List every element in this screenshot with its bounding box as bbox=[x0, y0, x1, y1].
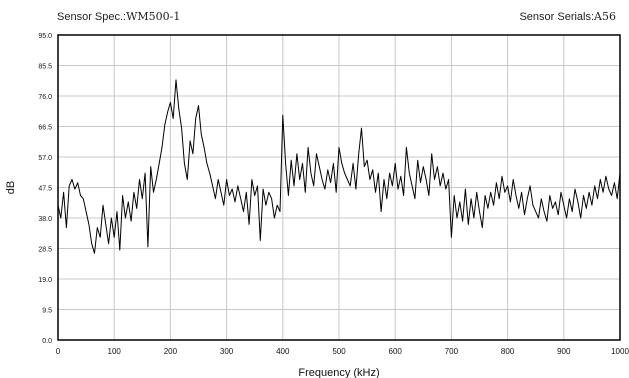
sensor-spec-header: Sensor Spec.:WM500-1 bbox=[57, 10, 180, 23]
chart-series bbox=[57, 79, 621, 254]
x-tick-label: 100 bbox=[108, 347, 122, 356]
x-tick-label: 200 bbox=[164, 347, 178, 356]
x-tick-label: 1000 bbox=[611, 347, 629, 356]
x-tick-label: 0 bbox=[56, 347, 61, 356]
y-tick-label: 57.0 bbox=[38, 155, 52, 162]
x-tick-label: 600 bbox=[389, 347, 403, 356]
y-tick-label: 0.0 bbox=[42, 338, 52, 345]
y-tick-label: 85.5 bbox=[38, 64, 52, 71]
x-tick-label: 500 bbox=[332, 347, 346, 356]
x-tick-label: 300 bbox=[220, 347, 234, 356]
y-tick-label: 47.5 bbox=[38, 186, 52, 193]
y-tick-label: 66.5 bbox=[38, 125, 52, 132]
plot-frame bbox=[57, 34, 621, 341]
sensor-serials-header: Sensor Serials:A56 bbox=[519, 10, 616, 23]
y-tick-label: 38.0 bbox=[38, 216, 52, 223]
y-tick-label: 95.0 bbox=[38, 33, 52, 40]
spectrum-line bbox=[57, 79, 621, 254]
sensor-spec-value: WM500-1 bbox=[126, 10, 181, 23]
y-tick-label: 19.0 bbox=[38, 277, 52, 284]
x-tick-label: 900 bbox=[557, 347, 571, 356]
y-tick-label: 28.5 bbox=[38, 247, 52, 254]
x-tick-label: 400 bbox=[276, 347, 290, 356]
y-axis-label: dB bbox=[5, 181, 17, 194]
x-axis-label: Frequency (kHz) bbox=[298, 367, 379, 378]
x-tick-label: 800 bbox=[501, 347, 515, 356]
sensor-serials-label: Sensor Serials: bbox=[519, 11, 595, 23]
sensor-spec-label: Sensor Spec.: bbox=[57, 11, 127, 23]
y-tick-label: 9.5 bbox=[42, 308, 52, 315]
sensor-serials-value: A56 bbox=[594, 10, 616, 23]
chart-ticks: 0 100 200 300 400 500 600 700 800 900 1000 0.0 9.5 19… bbox=[38, 33, 629, 356]
y-tick-label: 76.0 bbox=[38, 94, 52, 101]
x-tick-label: 700 bbox=[445, 347, 459, 356]
chart-grid bbox=[58, 35, 620, 340]
